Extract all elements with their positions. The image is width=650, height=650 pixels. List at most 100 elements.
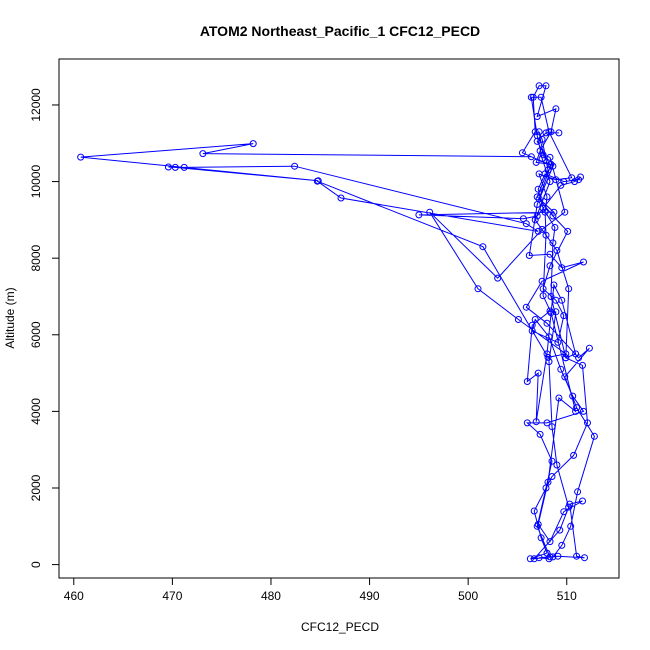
data-point xyxy=(539,151,547,159)
data-point xyxy=(541,208,549,216)
x-tick-label: 460 xyxy=(64,589,84,603)
data-point xyxy=(527,153,535,161)
data-point xyxy=(539,292,547,300)
data-point xyxy=(532,418,540,426)
data-point xyxy=(534,227,542,235)
data-point xyxy=(543,319,551,327)
data-point xyxy=(545,128,553,136)
data-point xyxy=(526,555,534,563)
data-point xyxy=(558,296,566,304)
data-point xyxy=(523,419,531,427)
data-point xyxy=(546,553,554,561)
data-point xyxy=(537,534,545,542)
data-point xyxy=(249,140,257,148)
data-point xyxy=(337,194,345,202)
data-point xyxy=(538,225,546,233)
data-point xyxy=(546,153,554,161)
data-point xyxy=(560,312,568,320)
data-point xyxy=(546,161,554,169)
data-point xyxy=(556,526,564,534)
data-point xyxy=(551,224,559,231)
data-point xyxy=(552,105,560,113)
data-point xyxy=(553,247,561,254)
data-point xyxy=(199,150,207,158)
data-point xyxy=(545,358,553,366)
chart-title: ATOM2 Northeast_Pacific_1 CFC12_PECD xyxy=(200,23,480,39)
data-point xyxy=(560,508,568,516)
data-point xyxy=(546,262,554,270)
data-point xyxy=(548,457,556,465)
data-point xyxy=(573,404,581,412)
data-point xyxy=(565,285,573,293)
data-point xyxy=(314,177,322,185)
data-point xyxy=(572,407,580,415)
data-series xyxy=(77,82,598,563)
data-point xyxy=(479,243,487,251)
data-point xyxy=(573,552,581,560)
y-axis: 0 2000 4000 6000 8000 10000 12000 xyxy=(29,88,60,568)
data-point xyxy=(523,378,531,385)
data-point xyxy=(535,195,543,203)
data-point xyxy=(514,316,522,323)
data-point xyxy=(533,522,541,530)
data-point xyxy=(542,484,550,492)
data-point xyxy=(426,208,434,216)
data-point xyxy=(585,344,593,352)
data-point xyxy=(567,522,575,530)
y-tick-label: 2000 xyxy=(29,474,43,501)
data-point xyxy=(555,129,563,137)
data-point xyxy=(525,252,533,259)
y-tick-label: 6000 xyxy=(29,321,43,348)
data-point xyxy=(590,432,598,440)
data-point xyxy=(538,277,546,285)
data-point xyxy=(547,128,555,136)
data-point xyxy=(570,451,578,459)
data-point xyxy=(549,212,557,220)
series-line xyxy=(80,85,595,560)
data-point xyxy=(529,93,537,101)
data-point xyxy=(580,258,587,266)
data-point xyxy=(533,113,541,120)
x-axis: 460 470 480 490 500 510 xyxy=(64,577,577,603)
data-point xyxy=(571,178,579,186)
data-point xyxy=(565,503,573,511)
data-point xyxy=(539,204,547,212)
data-point xyxy=(569,392,577,400)
data-point xyxy=(542,231,550,239)
x-axis-label: CFC12_PECD xyxy=(301,620,379,634)
data-point xyxy=(572,350,580,358)
data-point xyxy=(584,419,591,427)
data-point xyxy=(546,178,554,186)
data-point xyxy=(494,274,502,282)
data-point xyxy=(534,369,542,377)
data-point xyxy=(164,163,172,171)
data-point xyxy=(579,361,586,369)
x-tick-label: 500 xyxy=(458,589,478,603)
data-point xyxy=(574,488,582,496)
data-point xyxy=(533,137,541,145)
data-point xyxy=(564,227,572,235)
data-point xyxy=(527,93,535,101)
data-point xyxy=(180,163,188,171)
x-tick-label: 490 xyxy=(360,589,380,603)
data-point xyxy=(558,541,566,549)
data-point xyxy=(539,285,547,293)
data-point xyxy=(577,173,584,181)
data-point xyxy=(547,293,555,300)
data-point xyxy=(579,497,586,505)
data-point xyxy=(549,239,557,247)
data-point xyxy=(555,394,563,402)
data-point xyxy=(537,93,545,101)
data-point xyxy=(535,128,543,136)
data-point xyxy=(533,193,541,201)
data-point xyxy=(171,163,179,171)
data-point xyxy=(474,285,482,293)
data-point xyxy=(291,162,299,170)
data-point xyxy=(536,430,544,438)
data-point xyxy=(554,338,562,346)
data-point xyxy=(557,365,565,373)
data-point xyxy=(538,155,546,163)
data-point xyxy=(415,211,423,219)
y-tick-label: 10000 xyxy=(29,165,43,199)
